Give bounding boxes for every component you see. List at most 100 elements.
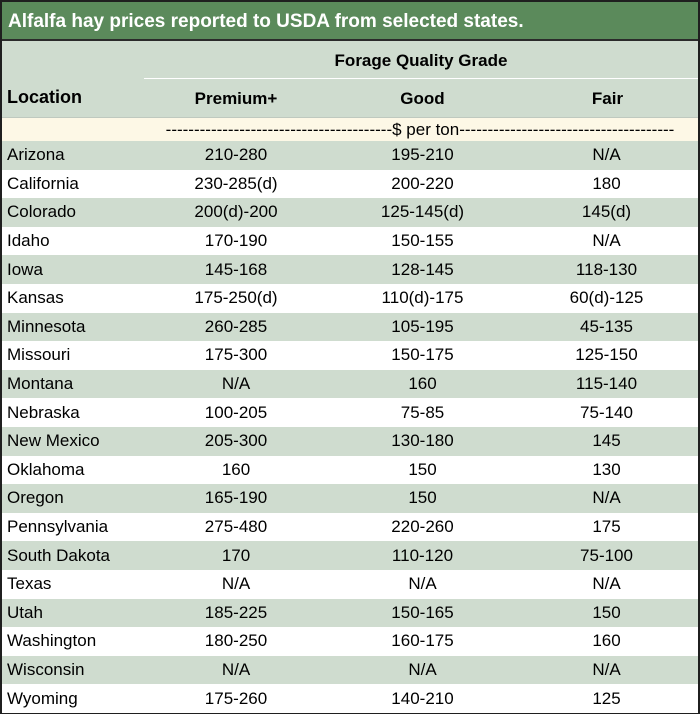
premium-cell: N/A <box>142 569 330 599</box>
good-cell: N/A <box>330 569 515 599</box>
table-row: Arizona 210-280 195-210 N/A <box>2 141 698 170</box>
location-cell: New Mexico <box>2 426 142 456</box>
table-row: Idaho 170-190 150-155 N/A <box>2 226 698 256</box>
good-cell: 130-180 <box>330 426 515 456</box>
table-title: Alfalfa hay prices reported to USDA from… <box>2 2 698 41</box>
premium-cell: 175-260 <box>142 684 330 713</box>
fair-cell: 75-100 <box>515 541 698 570</box>
location-cell: Idaho <box>2 226 142 256</box>
table-row: California 230-285(d) 200-220 180 <box>2 169 698 199</box>
fair-cell: 115-140 <box>515 369 698 399</box>
table-row: Texas N/A N/A N/A <box>2 569 698 599</box>
table-row: South Dakota 170 110-120 75-100 <box>2 541 698 570</box>
table-row: Oregon 165-190 150 N/A <box>2 484 698 513</box>
group-header-rule <box>144 78 698 79</box>
table-row: Nebraska 100-205 75-85 75-140 <box>2 398 698 427</box>
good-cell: 128-145 <box>330 255 515 284</box>
table-row: Minnesota 260-285 105-195 45-135 <box>2 312 698 342</box>
fair-cell: 60(d)-125 <box>515 283 698 313</box>
fair-cell: 145 <box>515 426 698 456</box>
fair-cell: 118-130 <box>515 255 698 284</box>
location-cell: Oklahoma <box>2 455 142 485</box>
location-cell: California <box>2 169 142 199</box>
fair-cell: N/A <box>515 569 698 599</box>
location-cell: Wyoming <box>2 684 142 713</box>
premium-cell: 100-205 <box>142 398 330 427</box>
premium-cell: N/A <box>142 655 330 685</box>
good-cell: 150 <box>330 484 515 513</box>
location-cell: Arizona <box>2 141 142 170</box>
premium-cell: 185-225 <box>142 598 330 628</box>
good-cell: 125-145(d) <box>330 198 515 227</box>
table-row: Iowa 145-168 128-145 118-130 <box>2 255 698 284</box>
fair-cell: 175 <box>515 512 698 542</box>
premium-cell: 200(d)-200 <box>142 198 330 227</box>
good-cell: 110-120 <box>330 541 515 570</box>
table-row: Pennsylvania 275-480 220-260 175 <box>2 512 698 542</box>
location-cell: Utah <box>2 598 142 628</box>
fair-cell: 125-150 <box>515 341 698 370</box>
location-cell: Montana <box>2 369 142 399</box>
table-row: Kansas 175-250(d) 110(d)-175 60(d)-125 <box>2 283 698 313</box>
premium-cell: 205-300 <box>142 426 330 456</box>
premium-cell: 210-280 <box>142 141 330 170</box>
table-header: Forage Quality Grade Location Premium+ G… <box>2 41 698 117</box>
premium-cell: 145-168 <box>142 255 330 284</box>
premium-cell: 165-190 <box>142 484 330 513</box>
premium-cell: 260-285 <box>142 312 330 342</box>
fair-cell: 145(d) <box>515 198 698 227</box>
good-cell: 160 <box>330 369 515 399</box>
fair-cell: 180 <box>515 169 698 199</box>
table-row: Oklahoma 160 150 130 <box>2 455 698 485</box>
good-cell: 160-175 <box>330 627 515 656</box>
fair-column-header: Fair <box>591 89 624 108</box>
fair-cell: 45-135 <box>515 312 698 342</box>
premium-cell: 170 <box>142 541 330 570</box>
premium-cell: 160 <box>142 455 330 485</box>
premium-cell: 180-250 <box>142 627 330 656</box>
good-cell: 200-220 <box>330 169 515 199</box>
good-cell: 110(d)-175 <box>330 283 515 313</box>
location-cell: South Dakota <box>2 541 142 570</box>
good-cell: 220-260 <box>330 512 515 542</box>
good-cell: 150-165 <box>330 598 515 628</box>
location-cell: Missouri <box>2 341 142 370</box>
location-cell: Minnesota <box>2 312 142 342</box>
fair-cell: 150 <box>515 598 698 628</box>
fair-cell: N/A <box>515 226 698 256</box>
price-table-body: Arizona 210-280 195-210 N/A California 230-28… <box>2 141 698 713</box>
premium-cell: 275-480 <box>142 512 330 542</box>
good-cell: 140-210 <box>330 684 515 713</box>
table-row: New Mexico 205-300 130-180 145 <box>2 426 698 456</box>
location-column-header: Location <box>7 87 82 107</box>
good-cell: 195-210 <box>330 141 515 170</box>
premium-cell: N/A <box>142 369 330 399</box>
premium-cell: 175-250(d) <box>142 283 330 313</box>
location-cell: Wisconsin <box>2 655 142 685</box>
table-row: Missouri 175-300 150-175 125-150 <box>2 341 698 370</box>
good-cell: 150-155 <box>330 226 515 256</box>
location-cell: Kansas <box>2 283 142 313</box>
fair-cell: 75-140 <box>515 398 698 427</box>
location-cell: Washington <box>2 627 142 656</box>
location-cell: Iowa <box>2 255 142 284</box>
location-cell: Texas <box>2 569 142 599</box>
good-cell: 105-195 <box>330 312 515 342</box>
forage-grade-group-header: Forage Quality Grade <box>334 51 508 70</box>
fair-cell: N/A <box>515 141 698 170</box>
premium-cell: 170-190 <box>142 226 330 256</box>
premium-cell: 175-300 <box>142 341 330 370</box>
units-row: ----------------------------------------… <box>2 117 698 141</box>
fair-cell: 130 <box>515 455 698 485</box>
fair-cell: 125 <box>515 684 698 713</box>
location-cell: Nebraska <box>2 398 142 427</box>
table-row: Utah 185-225 150-165 150 <box>2 598 698 628</box>
good-cell: 150-175 <box>330 341 515 370</box>
fair-cell: N/A <box>515 484 698 513</box>
location-cell: Colorado <box>2 198 142 227</box>
table-row: Wyoming 175-260 140-210 125 <box>2 684 698 713</box>
location-cell: Oregon <box>2 484 142 513</box>
table-row: Colorado 200(d)-200 125-145(d) 145(d) <box>2 198 698 227</box>
premium-column-header: Premium+ <box>194 89 278 108</box>
